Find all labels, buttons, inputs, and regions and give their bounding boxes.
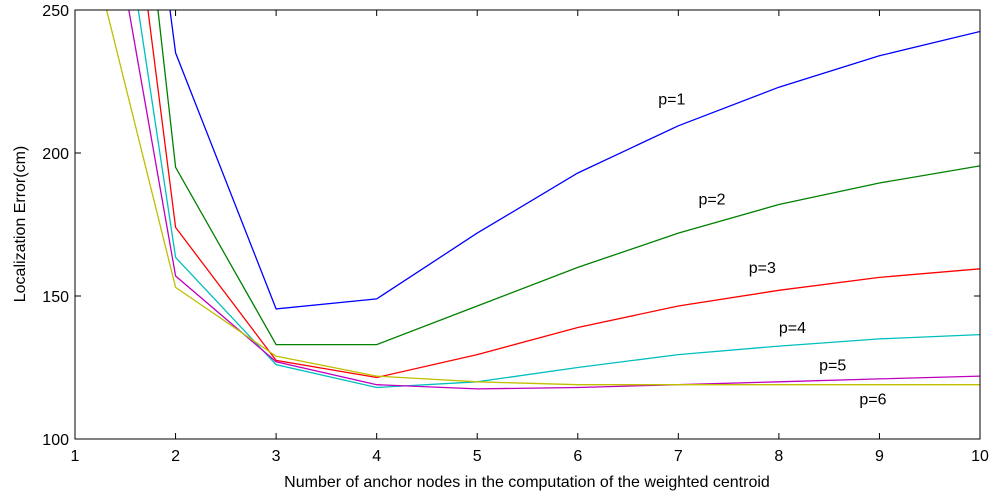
y-tick-label: 200 — [42, 146, 69, 163]
x-tick-label: 5 — [473, 448, 482, 465]
x-tick-label: 6 — [573, 448, 582, 465]
series-line-p-6 — [105, 10, 980, 386]
series-label-p-6: p=6 — [859, 392, 886, 409]
series-line-p-1 — [169, 10, 980, 310]
series-label-p-5: p=5 — [819, 357, 846, 374]
series-label-p-4: p=4 — [779, 320, 806, 337]
x-tick-label: 10 — [971, 448, 989, 465]
plot-frame — [74, 9, 981, 440]
series-label-p-2: p=2 — [698, 191, 725, 208]
y-tick-label: 150 — [42, 289, 69, 306]
x-tick-label: 4 — [372, 448, 381, 465]
series-labels: p=1 p=2 p=3 p=4 p=5 p=6 — [658, 91, 886, 408]
x-tick-label: 7 — [674, 448, 683, 465]
y-axis-ticks: 100 150 200 250 — [42, 3, 980, 449]
x-tick-label: 1 — [71, 448, 80, 465]
y-tick-label: 100 — [42, 432, 69, 449]
series-lines — [105, 10, 980, 390]
plot-area — [75, 10, 980, 439]
x-tick-label: 9 — [875, 448, 884, 465]
x-tick-label: 3 — [272, 448, 281, 465]
x-tick-label: 8 — [774, 448, 783, 465]
series-line-p-5 — [128, 10, 980, 390]
x-tick-label: 2 — [171, 448, 180, 465]
x-axis-title: Number of anchor nodes in the computatio… — [284, 474, 770, 491]
series-line-p-2 — [157, 10, 980, 346]
series-line-p-3 — [147, 10, 980, 379]
x-axis-ticks: 1 2 3 4 5 6 7 8 9 10 — [71, 10, 989, 465]
series-label-p-1: p=1 — [658, 91, 685, 108]
series-label-p-3: p=3 — [749, 260, 776, 277]
y-tick-label: 250 — [42, 3, 69, 20]
y-axis-title: Localization Error(cm) — [12, 146, 29, 302]
